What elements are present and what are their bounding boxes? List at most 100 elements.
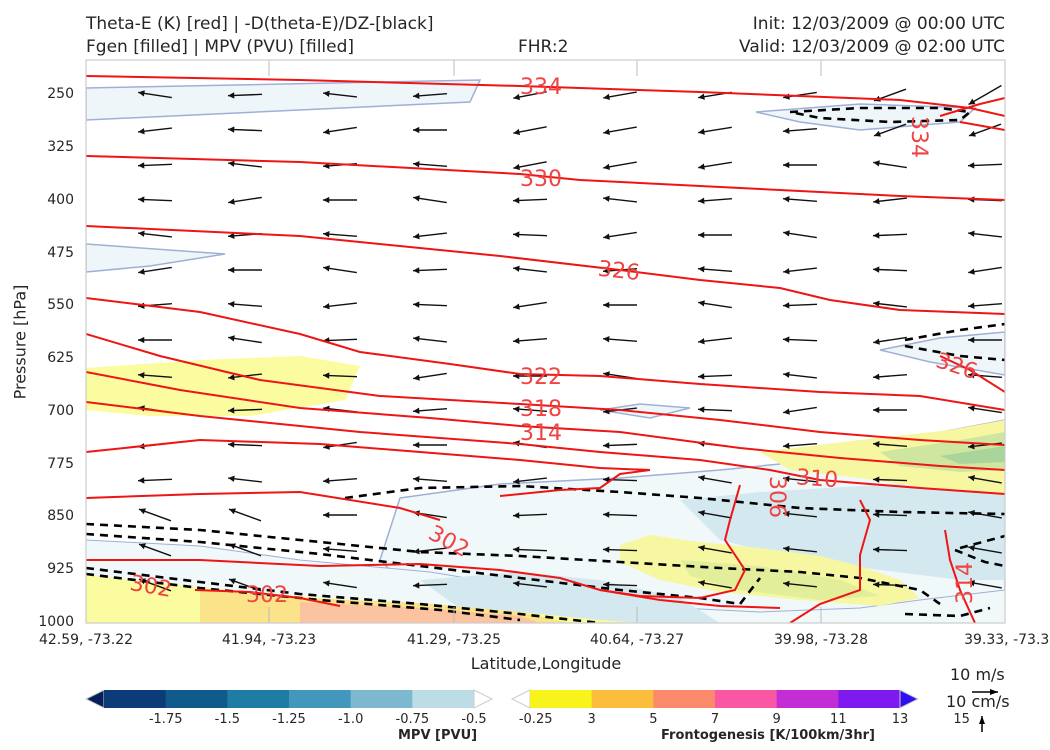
y-tick-label: 925 — [47, 561, 74, 578]
wind-vector-head — [603, 128, 610, 135]
wind-vector-head — [783, 475, 790, 483]
wind-vector-head — [413, 548, 420, 555]
wind-vector-head — [783, 545, 790, 553]
wind-vector-head — [228, 126, 235, 133]
wind-vector-head — [698, 197, 705, 204]
theta-e-label: 330 — [520, 167, 562, 192]
wind-vector-head — [873, 266, 880, 273]
quiver-key — [972, 689, 998, 732]
colorbar-tick-label: 15 — [953, 712, 970, 727]
fgen-colorbar-title: Frontogenesis [K/100km/3hr] — [661, 728, 875, 743]
wind-vector-head — [228, 475, 235, 482]
colorbar-tick-label: -0.25 — [519, 712, 553, 727]
wind-vector-head — [228, 441, 235, 448]
colorbar-swatch — [838, 690, 901, 708]
y-tick-label: 625 — [47, 350, 74, 367]
wind-vector-head — [323, 196, 330, 204]
x-gridlines — [268, 60, 822, 623]
wind-vector-head — [413, 476, 420, 483]
y-tick-label: 550 — [47, 297, 74, 314]
wind-vector-head — [783, 302, 790, 309]
wind-vector-head — [968, 580, 975, 587]
wind-vector-head — [228, 160, 235, 167]
colorbar-extend-high — [899, 689, 920, 709]
wind-vector-head — [873, 198, 880, 205]
wind-vector-head — [968, 162, 975, 169]
init-time: Init: 12/03/2009 @ 00:00 UTC — [752, 14, 1005, 34]
wind-vector-head — [698, 545, 705, 552]
colorbar-tick-label: -1.75 — [149, 712, 183, 727]
colorbar-swatch — [530, 690, 593, 708]
wind-vector-head — [968, 230, 975, 237]
wind-vector-head — [513, 303, 520, 310]
wind-vector-head — [513, 93, 521, 101]
wind-vector-head — [873, 338, 880, 345]
colorbar-swatch — [350, 690, 413, 708]
wind-vector-head — [603, 546, 610, 553]
wind-vector-head — [698, 163, 705, 170]
wind-vector-head — [968, 545, 975, 552]
wind-vector-head — [138, 128, 145, 135]
wind-vector-head — [603, 301, 610, 309]
colorbar-tick-label: 5 — [649, 712, 657, 727]
wind-vector-head — [698, 231, 705, 239]
x-tick-label: 39.33, -73.3 — [964, 632, 1050, 648]
wind-vector-head — [413, 441, 420, 449]
y-tick-label: 325 — [47, 138, 74, 155]
wind-vector-head — [783, 336, 790, 343]
wind-vector-head — [603, 581, 610, 588]
wind-vector-head — [513, 128, 521, 136]
wind-vector-head — [783, 127, 790, 134]
wind-vector-head — [783, 161, 790, 169]
wind-vector-head — [513, 580, 520, 587]
colorbar-tick-label: -0.75 — [396, 712, 430, 727]
wind-vector-head — [138, 196, 145, 203]
wind-vector-head — [873, 160, 880, 167]
wind-vector-head — [783, 268, 790, 275]
colorbar-swatch — [776, 690, 839, 708]
wind-vector-head — [323, 265, 330, 272]
y-tick-label: 700 — [47, 402, 74, 419]
wind-vector-head — [873, 232, 880, 239]
wind-vector-head — [968, 372, 975, 379]
wind-vector-head — [698, 475, 705, 482]
y-tick-label: 775 — [47, 455, 74, 472]
colorbar-swatch — [165, 690, 228, 708]
y-tick-label: 1000 — [38, 614, 74, 630]
theta-e-label: 334 — [520, 75, 562, 100]
wind-vector-head — [698, 266, 705, 273]
wind-vector-head — [228, 198, 235, 205]
wind-vector-head — [698, 373, 705, 380]
theta-e-label: 326 — [597, 257, 641, 286]
wind-vector-head — [873, 476, 880, 483]
wind-vector-head — [513, 406, 520, 413]
wind-vector-head — [413, 92, 420, 99]
wind-vector-head — [323, 511, 330, 519]
wind-vector-head — [513, 197, 520, 204]
wind-vector-head — [138, 90, 145, 97]
chart-title-line1: Theta-E (K) [red] | -D(theta-E)/DZ-[blac… — [86, 14, 434, 34]
theta-e-label: 322 — [520, 365, 562, 390]
wind-vector-head — [413, 335, 420, 342]
wind-vector-head — [323, 90, 330, 97]
wind-vector-head — [873, 373, 880, 380]
wind-vector-head — [513, 265, 520, 272]
quiver-key-vertical-label: 10 cm/s — [946, 692, 1010, 711]
wind-vector-head — [968, 98, 976, 105]
theta-e-labels: 334 330 326 322 318 314 310 306 302 302 … — [128, 75, 980, 608]
wind-vector-head — [138, 268, 145, 275]
theta-e-contours — [86, 75, 1005, 623]
wind-vector-head — [968, 405, 975, 412]
wind-vector-head — [413, 582, 420, 589]
wind-vector-head — [228, 374, 235, 381]
wind-vector-head — [873, 406, 880, 414]
forecast-hour: FHR:2 — [518, 37, 569, 57]
wind-vector-head — [323, 128, 330, 135]
wind-vector-head — [413, 267, 420, 274]
wind-vector-head — [139, 543, 146, 550]
wind-vector-head — [513, 512, 520, 519]
wind-vector-head — [603, 163, 610, 170]
wind-vector-head — [873, 300, 880, 307]
wind-vector-head — [413, 233, 420, 240]
